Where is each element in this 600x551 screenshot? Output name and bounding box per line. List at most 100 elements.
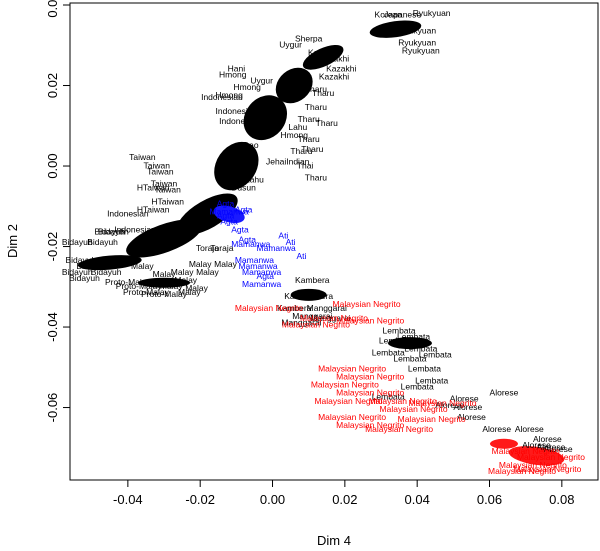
- data-point-label: Tharu: [305, 172, 327, 182]
- data-point-label: Hmong: [219, 70, 247, 80]
- data-point-label: Taiwan: [144, 160, 171, 170]
- data-point-label: Agta: [220, 217, 238, 227]
- data-point-label: Proto-Malay: [116, 281, 163, 291]
- data-point-label: Indonesian: [114, 225, 156, 235]
- x-tick-label: -0.02: [185, 492, 215, 507]
- data-point-label: Kambera: [295, 275, 330, 285]
- label-cluster: [214, 141, 259, 191]
- data-point-label: Ryukyuan: [402, 46, 440, 56]
- data-point-label: Malaysian Negrito: [311, 380, 379, 390]
- data-point-label: Ryukyuan: [413, 8, 451, 18]
- data-point-label: Lembata: [393, 353, 426, 363]
- label-cluster: [77, 255, 142, 271]
- data-point-label: Mamanwa: [235, 255, 274, 265]
- data-point-label: Agta: [257, 271, 275, 281]
- data-point-label: Bidayuh: [62, 267, 93, 277]
- data-point-label: Ati: [296, 251, 306, 261]
- data-point-label: Mamanwa: [210, 207, 249, 217]
- data-point-label: Indian: [286, 156, 309, 166]
- data-point-label: Japanese: [384, 9, 421, 19]
- data-point-label: Kazakhi: [326, 64, 356, 74]
- data-point-label: Uygur: [279, 40, 302, 50]
- data-point-label: Malaysian Negrito: [333, 299, 401, 309]
- data-point-label: Ati: [286, 237, 296, 247]
- density-layer: [77, 20, 565, 466]
- data-point-label: Tharu: [301, 144, 323, 154]
- data-point-label: Malaysian Negrito: [314, 396, 382, 406]
- data-point-label: Manggarai: [307, 303, 347, 313]
- data-point-label: Malay: [171, 267, 194, 277]
- data-point-label: Lembata: [397, 331, 430, 341]
- y-axis: 0.04 0.02 0.00 -0.02 -0.04 -0.06: [45, 0, 70, 422]
- data-point-label: Bidayuh: [91, 267, 122, 277]
- label-cluster: [138, 277, 191, 288]
- x-tick-label: 0.04: [405, 492, 430, 507]
- y-tick-label: 0.02: [45, 73, 60, 98]
- data-point-label: Alorese: [490, 388, 519, 398]
- data-point-label: Mamanwa: [257, 243, 296, 253]
- data-point-label: Indonesian: [201, 92, 243, 102]
- label-cluster: [508, 446, 565, 466]
- data-point-label: Malaysian Negrito: [336, 420, 404, 430]
- data-point-label: Lembata: [415, 376, 448, 386]
- y-axis-title: Dim 2: [5, 224, 20, 258]
- data-point-label: Manggarai: [281, 317, 321, 327]
- data-point-label: Bidayuh: [94, 227, 125, 237]
- data-point-label: Taiwan: [147, 166, 174, 176]
- label-cluster: [275, 67, 313, 104]
- data-point-label: Malay: [196, 267, 219, 277]
- data-point-label: Tharu: [298, 134, 320, 144]
- data-point-label: Malay: [185, 283, 208, 293]
- data-point-label: Toraja: [210, 243, 233, 253]
- data-point-label: Alorese: [522, 440, 551, 450]
- plot-frame: [69, 2, 599, 481]
- label-cluster: [243, 95, 288, 141]
- data-point-label: Alorese: [435, 400, 464, 410]
- data-point-label: Malaysian Negrito: [318, 364, 386, 374]
- data-point-label: Proto-Malay: [105, 277, 152, 287]
- data-point-label: Alorese: [515, 424, 544, 434]
- data-point-label: Agta: [217, 199, 235, 209]
- data-point-label: Malay: [178, 287, 201, 297]
- y-tick-label: 0.00: [45, 153, 60, 178]
- data-point-label: Malaysian Negrito: [336, 315, 404, 325]
- data-point-label: Taiwan: [151, 178, 178, 188]
- x-axis: -0.04 -0.02 0.00 0.02 0.04 0.06 0.08: [113, 480, 574, 507]
- data-point-label: Malaysian Negrito: [380, 404, 448, 414]
- x-tick-label: 0.00: [260, 492, 285, 507]
- data-point-label: HTaiwan: [151, 197, 184, 207]
- data-point-label: Tharu: [290, 146, 312, 156]
- data-point-label: Kazakhi: [319, 54, 349, 64]
- data-point-label: Manggarai: [310, 313, 350, 323]
- data-point-label: Agta: [235, 205, 253, 215]
- label-cluster: [290, 288, 327, 301]
- data-point-label: Sherpa: [295, 33, 323, 43]
- data-point-label: Agta: [231, 225, 249, 235]
- data-point-label: Kambera: [284, 291, 319, 301]
- data-point-label: Bidayuh: [69, 273, 100, 283]
- data-point-label: Dao: [243, 140, 259, 150]
- data-point-label: Lembata: [383, 325, 416, 335]
- data-point-label: Mamanwa: [242, 279, 281, 289]
- data-point-label: Malaysian Negrito: [369, 396, 437, 406]
- data-point-label: Malaysian Negrito: [398, 414, 466, 424]
- data-point-label: Jehai: [266, 156, 286, 166]
- data-point-label: Tharu: [312, 88, 334, 98]
- label-cluster: [302, 44, 344, 70]
- data-point-label: Thai: [297, 160, 314, 170]
- data-point-label: Tharu: [316, 118, 338, 128]
- data-point-label: HTaiwan: [137, 182, 170, 192]
- x-tick-label: 0.06: [477, 492, 502, 507]
- data-point-label: Malay: [174, 275, 197, 285]
- data-point-label: Mamanwa: [238, 261, 277, 271]
- data-point-label: Lahu: [288, 122, 307, 132]
- data-point-label: Hmong: [281, 130, 309, 140]
- x-tick-label: 0.02: [332, 492, 357, 507]
- data-point-label: Manggarai: [292, 311, 332, 321]
- data-point-label: Malay: [131, 261, 154, 271]
- data-point-label: Toraja: [196, 243, 219, 253]
- data-point-label: Malay: [189, 259, 212, 269]
- label-cluster: [387, 337, 432, 350]
- data-point-label: Taiwan: [129, 152, 156, 162]
